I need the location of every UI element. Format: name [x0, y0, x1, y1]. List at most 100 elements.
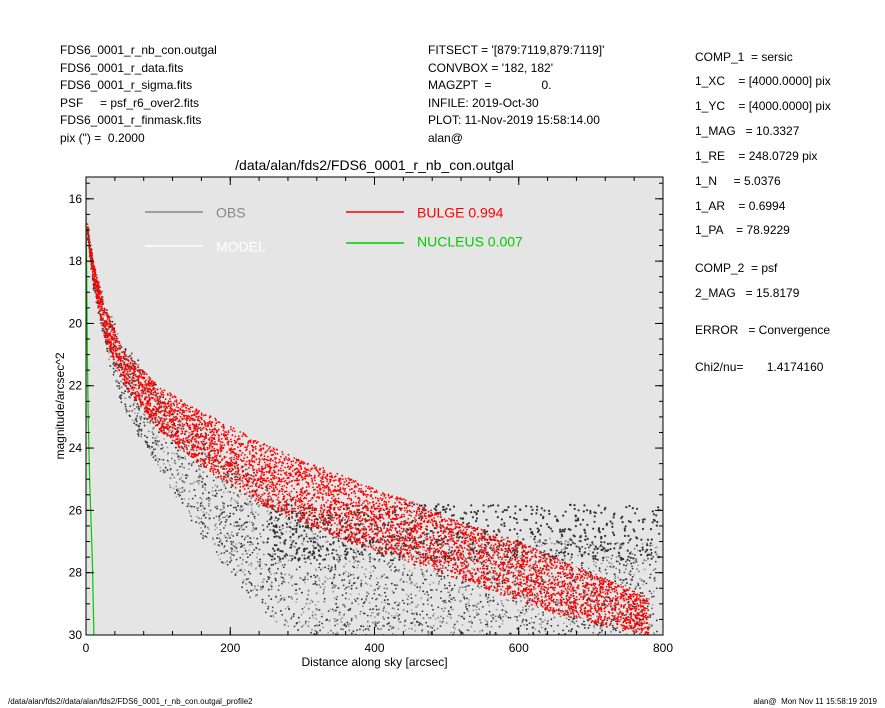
obs-point: [655, 619, 658, 622]
obs-point: [239, 510, 242, 513]
obs-point: [524, 605, 527, 607]
obs-point: [633, 547, 636, 550]
obs-point: [439, 567, 442, 570]
obs-point: [258, 565, 261, 568]
obs-point: [283, 541, 286, 543]
obs-point: [427, 603, 429, 606]
obs-point: [606, 565, 609, 568]
obs-point: [365, 599, 368, 601]
obs-point: [292, 545, 295, 548]
obs-point: [190, 464, 193, 467]
obs-point: [133, 422, 136, 424]
obs-point: [449, 601, 452, 603]
obs-point: [586, 543, 589, 546]
obs-point: [195, 521, 198, 523]
obs-point: [411, 572, 414, 574]
obs-point: [595, 561, 597, 564]
obs-point: [569, 623, 572, 626]
obs-point: [606, 559, 608, 562]
obs-point: [432, 554, 435, 557]
obs-point: [315, 592, 318, 595]
obs-point: [121, 391, 123, 394]
obs-point: [529, 546, 532, 549]
obs-point: [625, 560, 627, 563]
obs-point: [526, 624, 528, 626]
obs-point: [565, 617, 568, 620]
obs-point: [145, 441, 148, 444]
header-line: PSF = psf_r6_over2.fits: [60, 95, 200, 110]
obs-point: [448, 547, 451, 550]
obs-point: [418, 624, 420, 626]
obs-point: [294, 519, 297, 522]
obs-point: [336, 606, 338, 609]
obs-point: [319, 530, 322, 533]
obs-point: [525, 619, 527, 621]
obs-point: [562, 629, 564, 632]
obs-point: [295, 512, 298, 515]
obs-point: [485, 613, 488, 616]
obs-point: [353, 577, 355, 580]
obs-point: [333, 610, 335, 613]
obs-point: [446, 615, 449, 618]
obs-point: [207, 513, 210, 516]
obs-point: [391, 590, 394, 592]
obs-point: [386, 563, 389, 566]
obs-point: [417, 604, 419, 606]
obs-point: [282, 580, 284, 583]
obs-point: [226, 560, 229, 563]
obs-point: [234, 475, 237, 478]
obs-point: [252, 513, 254, 515]
obs-point: [228, 478, 231, 481]
obs-point: [199, 460, 202, 463]
obs-point: [118, 387, 121, 390]
obs-point: [174, 462, 177, 465]
obs-point: [315, 583, 318, 586]
obs-point: [399, 621, 402, 623]
obs-point: [247, 570, 250, 573]
obs-point: [491, 563, 494, 566]
obs-point: [279, 610, 282, 612]
obs-point: [213, 517, 215, 519]
obs-point: [347, 547, 349, 549]
obs-point: [549, 586, 552, 588]
obs-point: [259, 561, 262, 563]
obs-point: [251, 502, 254, 505]
obs-point: [502, 545, 505, 547]
obs-point: [222, 516, 225, 519]
obs-point: [191, 482, 194, 485]
obs-point: [312, 538, 315, 541]
obs-point: [600, 631, 603, 634]
obs-point: [146, 377, 149, 380]
obs-point: [486, 625, 489, 628]
obs-point: [293, 528, 296, 530]
obs-point: [371, 597, 374, 600]
obs-point: [236, 550, 239, 553]
obs-point: [631, 576, 634, 578]
obs-point: [259, 532, 261, 535]
obs-point: [261, 598, 264, 601]
obs-point: [351, 602, 353, 604]
obs-point: [180, 498, 183, 500]
obs-point: [163, 422, 166, 425]
obs-point: [193, 481, 196, 484]
obs-point: [336, 631, 339, 634]
obs-point: [634, 561, 637, 563]
obs-point: [635, 558, 638, 560]
obs-point: [509, 593, 512, 595]
obs-point: [281, 493, 284, 495]
obs-point: [252, 527, 255, 529]
obs-point: [360, 625, 362, 628]
obs-point: [164, 470, 167, 473]
obs-point: [223, 506, 226, 509]
obs-point: [297, 537, 299, 540]
obs-point: [587, 567, 590, 570]
obs-point: [246, 535, 249, 537]
obs-point: [318, 584, 321, 586]
obs-point: [222, 505, 225, 507]
obs-point: [517, 535, 520, 538]
obs-point: [553, 543, 556, 545]
obs-point: [461, 631, 464, 634]
obs-point: [259, 563, 261, 566]
obs-point: [557, 554, 560, 557]
obs-point: [198, 517, 200, 520]
